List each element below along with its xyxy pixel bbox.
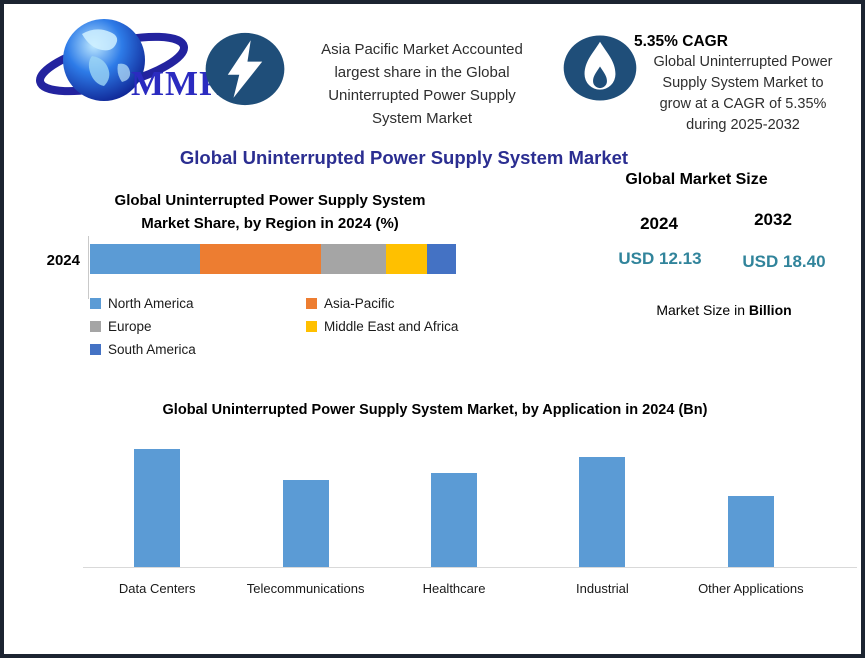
market-size-value-2032: USD 18.40 xyxy=(742,252,826,271)
region-chart-title-line: Global Uninterrupted Power Supply System xyxy=(114,192,426,209)
legend-label: Europe xyxy=(108,318,152,334)
highlight-line: largest share in the Global xyxy=(334,64,510,81)
application-chart-labels: Data Centers Telecommunications Healthcare… xyxy=(83,581,825,596)
flame-icon xyxy=(563,35,637,101)
legend-swatch-north-america xyxy=(90,297,101,309)
application-column-telecommunications xyxy=(231,441,379,567)
region-axis-line xyxy=(88,236,89,299)
cagr-text: Global Uninterrupted Power Supply System… xyxy=(628,52,858,136)
category-label-industrial: Industrial xyxy=(576,581,629,596)
legend-swatch-south-america xyxy=(90,343,101,355)
legend-label: Middle East and Africa xyxy=(324,318,459,334)
bar-other-applications xyxy=(727,496,774,567)
region-stacked-bar xyxy=(90,244,456,274)
mmr-logo: MMR xyxy=(34,12,224,112)
legend-label: North America xyxy=(108,295,194,311)
market-size-heading: Global Market Size xyxy=(625,171,768,188)
legend-swatch-middle-east-and-africa xyxy=(306,320,317,332)
legend-item-north-america: North America xyxy=(90,294,306,312)
cagr-line: grow at a CAGR of 5.35% xyxy=(659,96,827,112)
region-segment-asia-pacific xyxy=(199,244,321,274)
application-chart-plot xyxy=(83,441,825,567)
cagr-line: Global Uninterrupted Power xyxy=(653,54,833,70)
category-label-healthcare: Healthcare xyxy=(422,581,486,596)
application-column-other-applications xyxy=(677,441,825,567)
market-size-note-bold: Billion xyxy=(748,302,792,318)
region-axis-label: 2024 xyxy=(46,252,80,269)
highlight-line: Asia Pacific Market Accounted xyxy=(321,41,523,58)
market-size-year-2032: 2032 xyxy=(754,210,792,229)
application-column-industrial xyxy=(528,441,676,567)
page-title: Global Uninterrupted Power Supply System… xyxy=(179,147,629,168)
market-size-value-2024: USD 12.13 xyxy=(618,249,702,268)
legend-swatch-asia-pacific xyxy=(306,297,317,309)
bar-industrial xyxy=(579,457,626,567)
legend-label: South America xyxy=(108,341,196,357)
legend-item-middle-east-and-africa: Middle East and Africa xyxy=(306,317,490,335)
market-size-note-prefix: Market Size in xyxy=(656,302,746,318)
region-segment-north-america xyxy=(90,244,200,274)
category-label-other-applications: Other Applications xyxy=(698,581,804,596)
bar-data-centers xyxy=(134,449,181,567)
legend-item-europe: Europe xyxy=(90,317,306,335)
legend-swatch-europe xyxy=(90,320,101,332)
legend-item-south-america: South America xyxy=(90,340,306,358)
cagr-line: Supply System Market to xyxy=(662,75,824,91)
application-column-healthcare xyxy=(380,441,528,567)
legend-label: Asia-Pacific xyxy=(324,295,395,311)
application-chart-baseline xyxy=(83,567,857,568)
cagr-headline: 5.35% CAGR xyxy=(634,33,728,50)
lightning-icon xyxy=(205,32,285,106)
highlight-text: Asia Pacific Market Accounted largest sh… xyxy=(284,38,560,130)
market-size-note: Market Size in Billion xyxy=(629,302,819,318)
region-segment-middle-east-and-africa xyxy=(386,244,427,274)
category-label-telecommunications: Telecommunications xyxy=(246,581,365,596)
bar-telecommunications xyxy=(282,480,329,567)
market-size-year-2024: 2024 xyxy=(640,214,678,233)
cagr-block: 5.35% CAGR Global Uninterrupted Power Su… xyxy=(628,33,858,136)
region-chart-title-line: Market Share, by Region in 2024 (%) xyxy=(141,215,399,232)
globe-icon xyxy=(36,19,188,101)
application-column-data-centers xyxy=(83,441,231,567)
category-label-data-centers: Data Centers xyxy=(118,581,196,596)
region-segment-europe xyxy=(320,244,387,274)
bar-healthcare xyxy=(431,473,478,567)
highlight-line: System Market xyxy=(371,110,473,127)
region-chart-title: Global Uninterrupted Power Supply System… xyxy=(66,189,474,235)
legend-item-asia-pacific: Asia-Pacific xyxy=(306,294,490,312)
highlight-line: Uninterrupted Power Supply xyxy=(328,87,516,104)
application-chart-title: Global Uninterrupted Power Supply System… xyxy=(162,402,708,418)
region-legend: North America Asia-Pacific Europe Middle Ea… xyxy=(90,294,490,358)
cagr-line: during 2025-2032 xyxy=(686,117,800,133)
region-segment-south-america xyxy=(426,244,456,274)
